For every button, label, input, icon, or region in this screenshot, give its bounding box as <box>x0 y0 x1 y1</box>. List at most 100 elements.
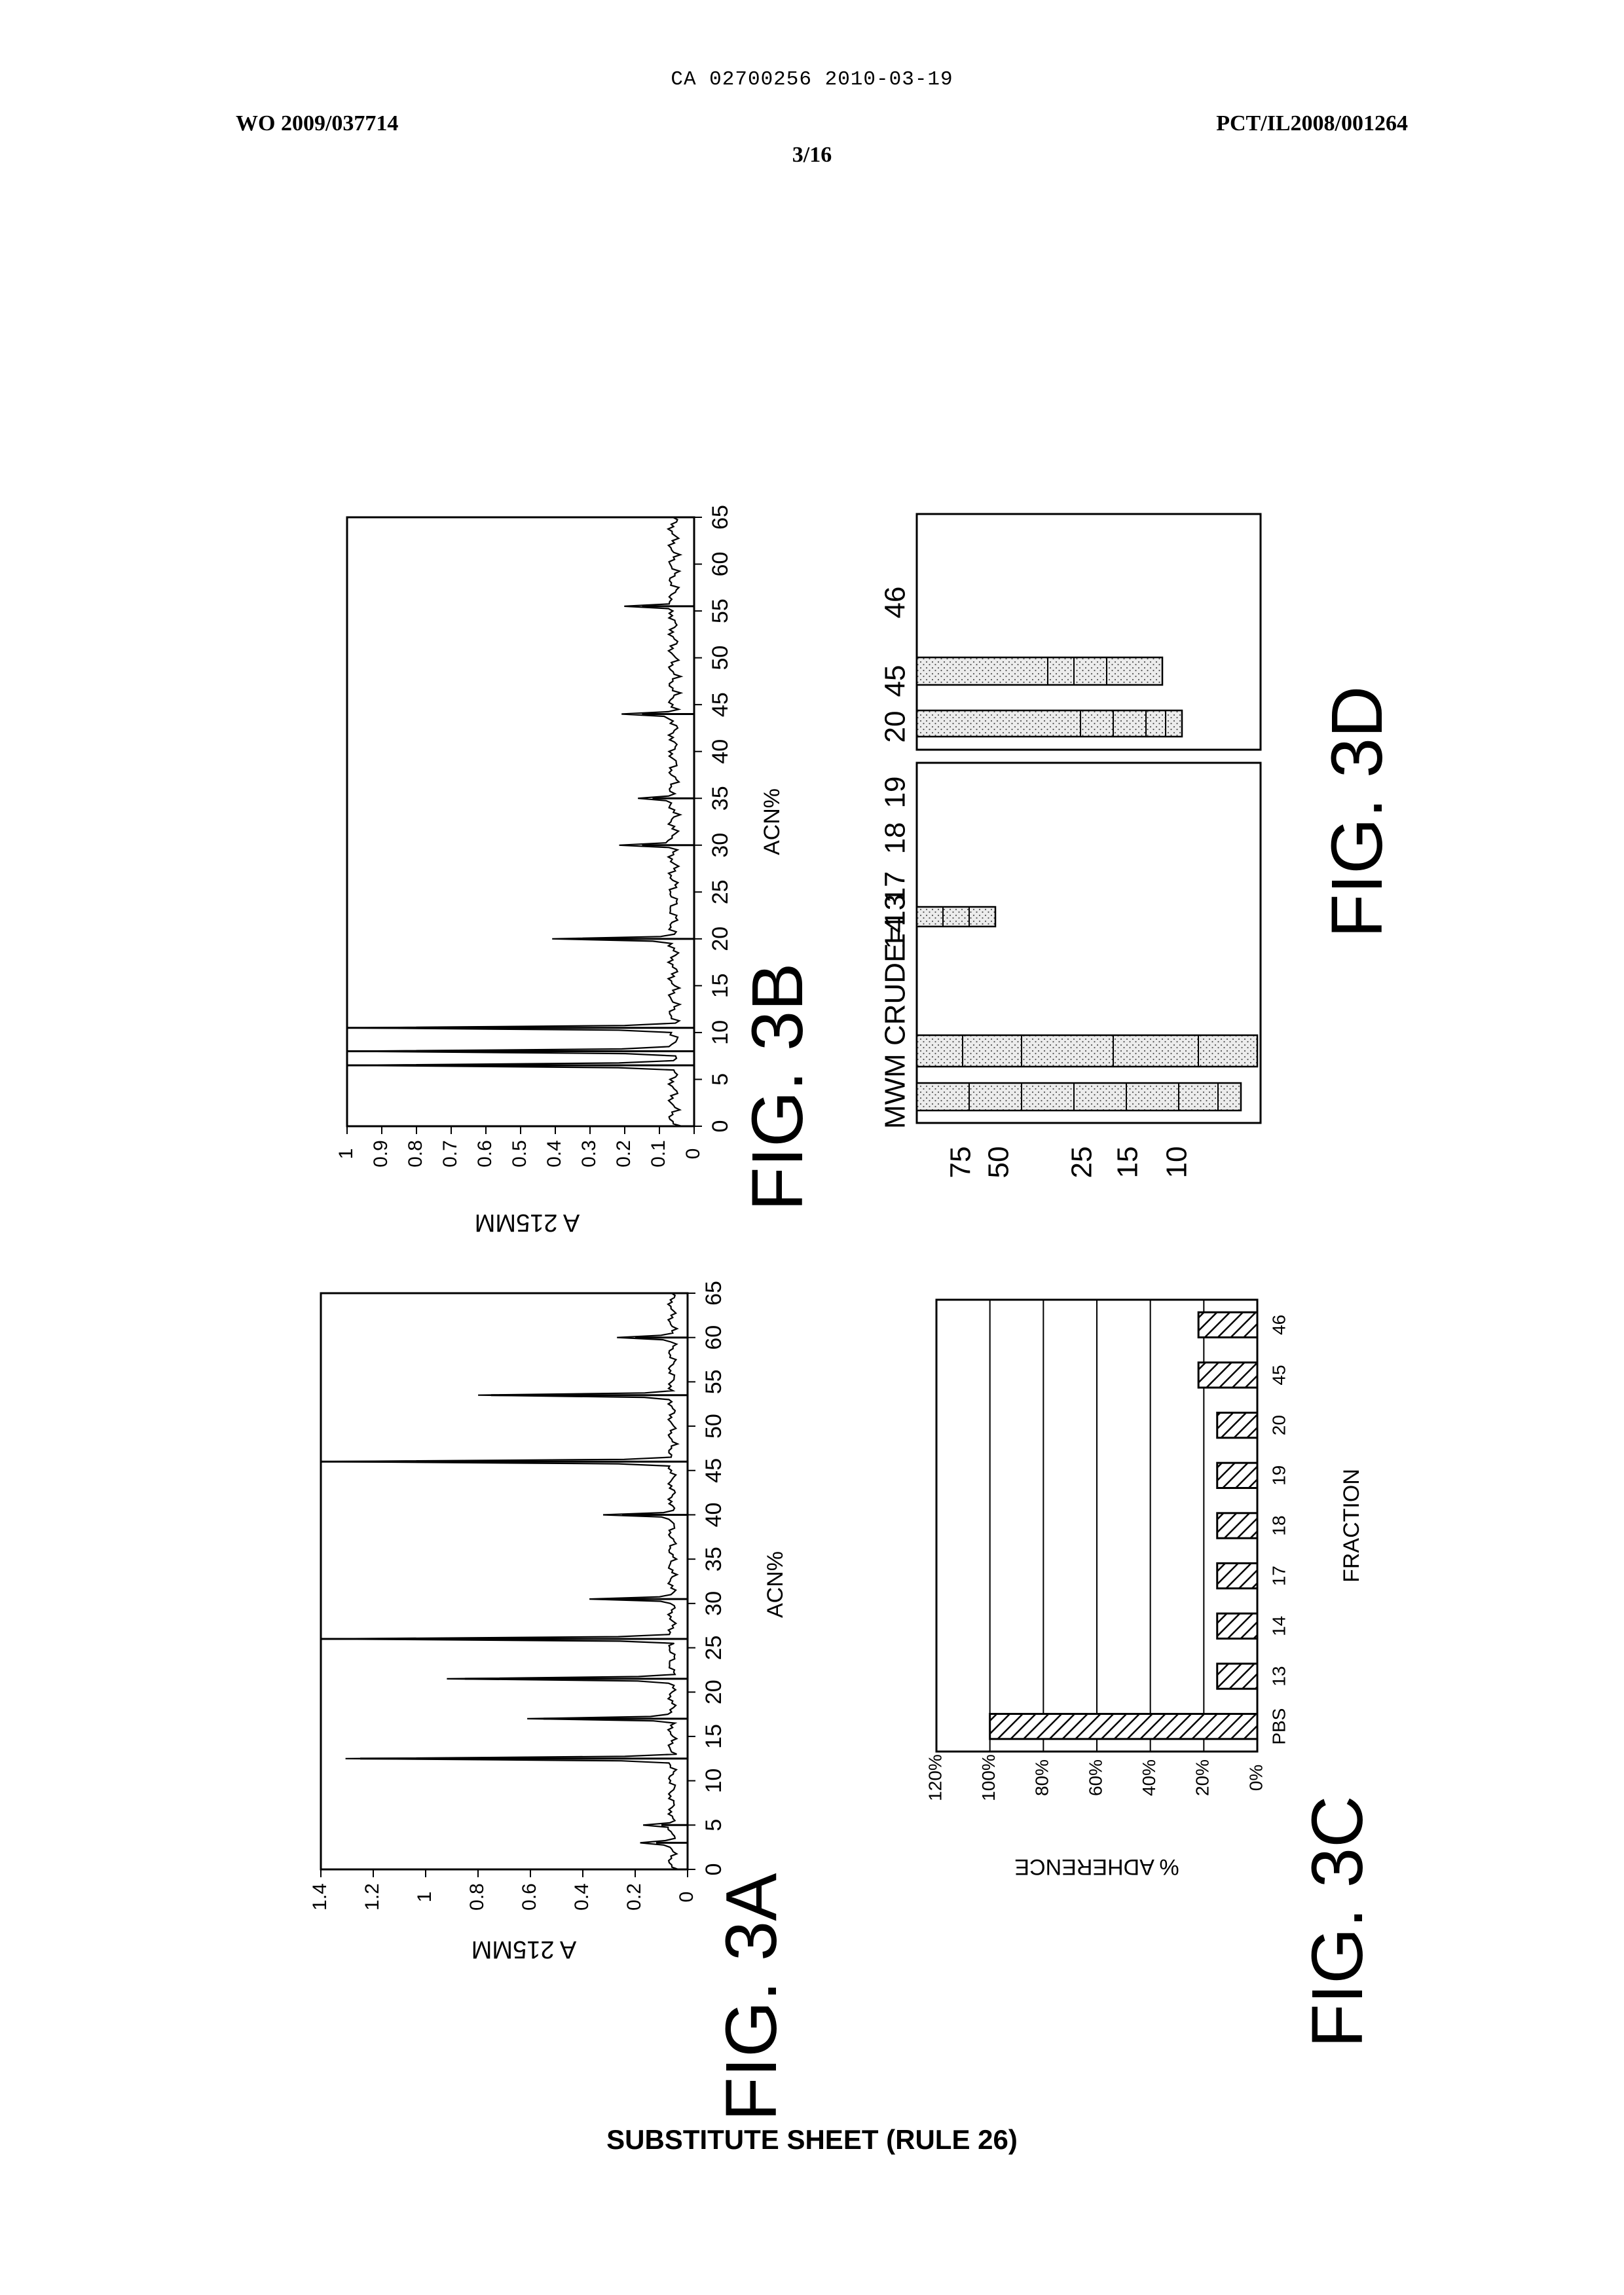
y-tick-label: 1.4 <box>309 1883 331 1911</box>
x-tick-label: 5 <box>708 1073 733 1086</box>
y-tick-label: 0.3 <box>578 1140 600 1167</box>
category-label: 13 <box>1268 1666 1289 1686</box>
fig3c-caption: FIG. 3C <box>1297 1795 1378 2047</box>
fig3b-marks <box>347 517 694 1126</box>
y-tick-label: 0% <box>1246 1765 1266 1791</box>
x-tick-label: 5 <box>701 1819 726 1831</box>
lane-label: 19 <box>879 777 912 809</box>
gel-lane-0 <box>917 1083 1241 1111</box>
y-tick-label: 0 <box>676 1892 697 1903</box>
category-label: 17 <box>1268 1566 1289 1586</box>
fig3b-caption: FIG. 3B <box>737 963 818 1211</box>
category-label: 46 <box>1268 1315 1289 1335</box>
fig-3b: 05101520253035404550556065 00.10.20.30.4… <box>335 505 818 1236</box>
x-tick-label: 35 <box>701 1547 726 1571</box>
y-tick-label: 0.8 <box>466 1883 488 1911</box>
x-tick-label: 40 <box>708 739 733 764</box>
y-tick-label: 0.5 <box>509 1140 530 1167</box>
bar-19 <box>1217 1463 1257 1488</box>
x-tick-label: 55 <box>701 1369 726 1394</box>
category-label: 18 <box>1268 1515 1289 1535</box>
gel-lane-2 <box>917 907 995 927</box>
lane-label: 45 <box>879 665 912 697</box>
x-tick-label: 25 <box>701 1636 726 1661</box>
x-tick-label: 65 <box>701 1281 726 1306</box>
y-tick-label: 1 <box>414 1892 435 1903</box>
fig3a-marks <box>321 1293 688 1869</box>
fig3b-frame <box>347 517 694 1126</box>
fig-3c: PBS1314171819204546 0%20%40%60%80%100%12… <box>925 1300 1378 2048</box>
y-tick-label: 80% <box>1032 1759 1052 1796</box>
category-label: 14 <box>1268 1616 1289 1636</box>
fig3b-x-ticks: 0 5 10 15 20 25 30 35 40 45 50 55 60 65 <box>694 505 733 1132</box>
fig3b-y-axis-label: A 215MM <box>475 1209 580 1236</box>
fig3b-y-ticks: 00.10.20.30.40.50.60.70.80.91 <box>335 1126 704 1167</box>
x-tick-label: 30 <box>708 833 733 858</box>
y-tick-label: 0.2 <box>613 1140 635 1167</box>
x-tick-label: 40 <box>701 1503 726 1528</box>
lane-label: 18 <box>879 822 912 854</box>
fig3d-caption: FIG. 3D <box>1317 686 1397 938</box>
bar-20 <box>1217 1413 1257 1438</box>
x-tick-label: 15 <box>701 1724 726 1749</box>
bar-17 <box>1217 1564 1257 1588</box>
y-tick-label: 0.7 <box>439 1140 461 1167</box>
y-tick-label: 60% <box>1085 1759 1105 1796</box>
x-tick-label: 45 <box>701 1458 726 1483</box>
y-tick-label: 0.8 <box>405 1140 426 1167</box>
marker-label: 10 <box>1161 1147 1193 1179</box>
fig3c-y-ticks: 0%20%40%60%80%100%120% <box>925 1754 1266 1801</box>
bar-PBS <box>990 1714 1257 1739</box>
x-tick-label: 60 <box>708 552 733 577</box>
x-tick-label: 60 <box>701 1325 726 1350</box>
x-tick-label: 30 <box>701 1591 726 1616</box>
lane-label: 46 <box>879 587 912 619</box>
bar-14 <box>1217 1613 1257 1638</box>
x-tick-label: 10 <box>708 1020 733 1045</box>
lane-label: 20 <box>879 711 912 743</box>
y-tick-label: 0.6 <box>519 1883 540 1911</box>
y-tick-label: 100% <box>978 1754 999 1801</box>
footer-note: SUBSTITUTE SHEET (RULE 26) <box>0 2124 1624 2156</box>
fig3d-lane-labels: MWM CRUDE=1314171819204546 <box>879 587 912 1129</box>
fig3a-x-axis-label: ACN% <box>763 1551 788 1618</box>
marker-label: 75 <box>945 1147 977 1179</box>
y-tick-label: 0.1 <box>648 1140 669 1167</box>
fig3a-caption: FIG. 3A <box>711 1873 792 2121</box>
y-tick-label: 0 <box>682 1148 704 1160</box>
y-tick-label: 1.2 <box>361 1883 383 1911</box>
x-tick-label: 0 <box>708 1120 733 1133</box>
x-tick-label: 55 <box>708 598 733 623</box>
y-tick-label: 0.4 <box>571 1883 593 1911</box>
y-tick-label: 0.6 <box>474 1140 496 1167</box>
bar-13 <box>1217 1664 1257 1689</box>
x-tick-label: 45 <box>708 692 733 717</box>
fig3c-bars <box>990 1312 1257 1739</box>
fig3d-lanes <box>917 657 1257 1111</box>
marker-label: 50 <box>983 1147 1015 1179</box>
chromatogram-trace <box>347 517 682 1126</box>
fig3c-gridlines <box>990 1300 1204 1752</box>
x-tick-label: 25 <box>708 879 733 904</box>
y-tick-label: 0.2 <box>623 1883 645 1911</box>
fig3a-frame <box>321 1293 688 1869</box>
fig3d-panel-left <box>917 763 1261 1123</box>
fig3a-y-ticks: 0 0.2 0.4 0.6 0.8 1 1.2 1.4 <box>309 1869 697 1911</box>
fig3a-x-ticks: 05101520253035404550556065 <box>688 1281 726 1875</box>
bar-45 <box>1198 1363 1257 1387</box>
lane-label: 17 <box>879 872 912 904</box>
x-tick-label: 20 <box>708 927 733 951</box>
x-tick-label: 10 <box>701 1769 726 1793</box>
x-tick-label: 50 <box>708 646 733 670</box>
x-tick-label: 35 <box>708 786 733 811</box>
category-label: 20 <box>1268 1415 1289 1435</box>
fig3d-marker-labels: 7550251510 <box>945 1147 1193 1179</box>
y-tick-label: 1 <box>335 1148 357 1160</box>
category-label: 45 <box>1268 1365 1289 1385</box>
x-tick-label: 65 <box>708 505 733 530</box>
fig3b-x-axis-label: ACN% <box>760 788 784 855</box>
marker-label: 15 <box>1112 1147 1144 1179</box>
gel-lane-3 <box>917 710 1182 737</box>
x-tick-label: 15 <box>708 973 733 998</box>
chromatogram-trace <box>321 1293 678 1869</box>
